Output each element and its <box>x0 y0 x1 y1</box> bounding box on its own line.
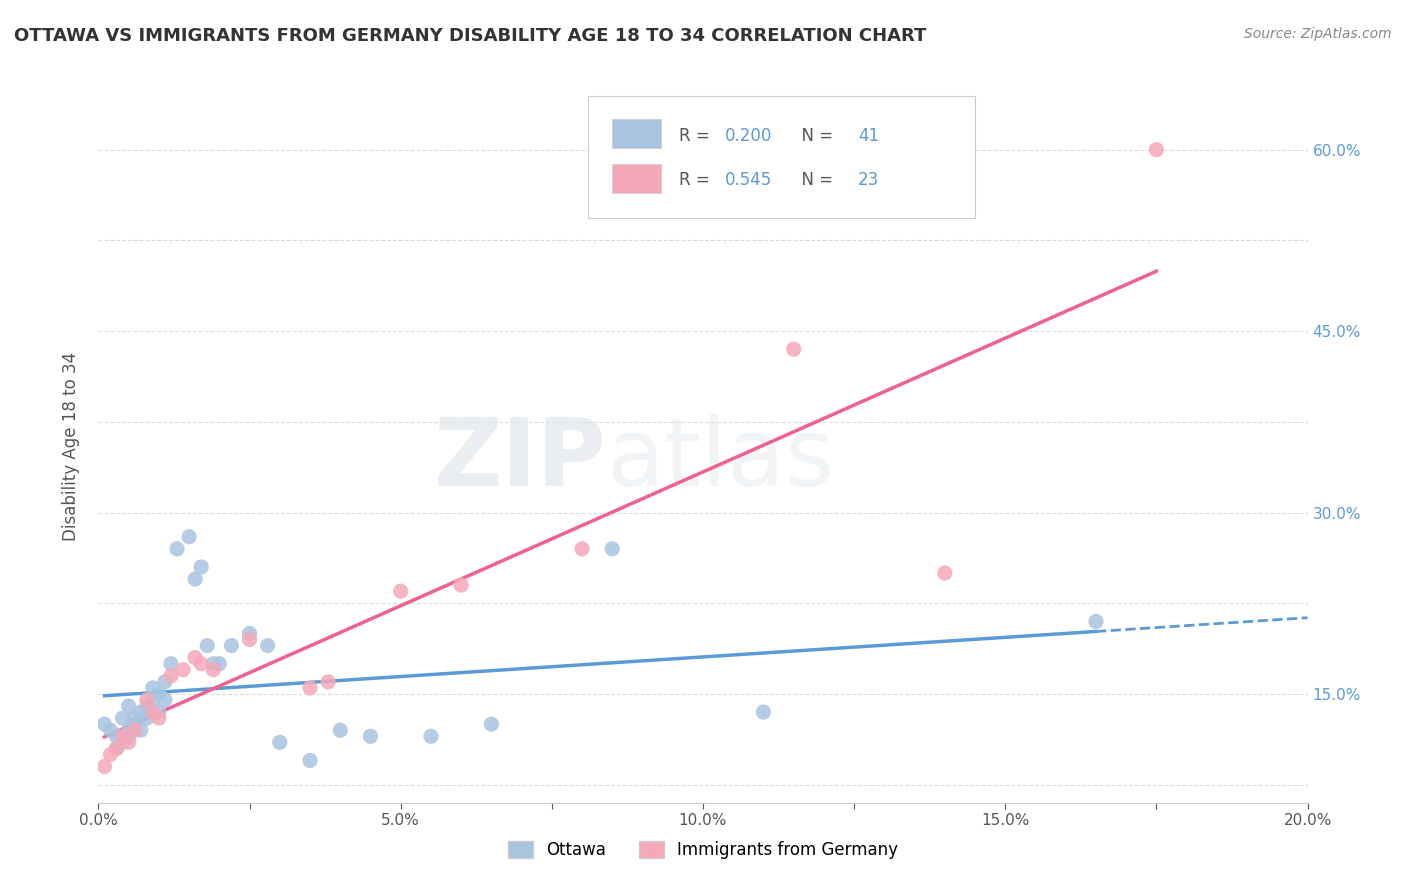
Point <box>124 711 146 725</box>
Point <box>571 541 593 556</box>
Point <box>135 699 157 714</box>
Point <box>142 705 165 719</box>
Point <box>129 705 152 719</box>
Point <box>124 723 146 738</box>
Point <box>124 717 146 731</box>
Point <box>752 705 775 719</box>
Point <box>93 717 115 731</box>
Text: N =: N = <box>792 171 838 189</box>
Text: OTTAWA VS IMMIGRANTS FROM GERMANY DISABILITY AGE 18 TO 34 CORRELATION CHART: OTTAWA VS IMMIGRANTS FROM GERMANY DISABI… <box>14 27 927 45</box>
Point <box>111 735 134 749</box>
Point <box>100 723 122 738</box>
Text: R =: R = <box>679 127 714 145</box>
FancyBboxPatch shape <box>613 120 661 148</box>
Point <box>1144 143 1167 157</box>
Point <box>111 729 134 743</box>
FancyBboxPatch shape <box>613 164 661 193</box>
Point <box>269 735 291 749</box>
Point <box>93 759 115 773</box>
Point <box>1085 615 1108 629</box>
Point <box>329 723 352 738</box>
Point <box>299 681 322 695</box>
Point <box>172 663 194 677</box>
Point <box>135 711 157 725</box>
Point <box>105 741 128 756</box>
Point <box>389 584 412 599</box>
Point <box>100 747 122 762</box>
Point <box>360 729 382 743</box>
Point <box>105 741 128 756</box>
Point <box>118 735 141 749</box>
Point <box>202 657 225 671</box>
Point <box>299 754 322 768</box>
Point <box>239 626 262 640</box>
Point <box>208 657 231 671</box>
Point <box>221 639 243 653</box>
FancyBboxPatch shape <box>588 96 976 218</box>
Y-axis label: Disability Age 18 to 34: Disability Age 18 to 34 <box>62 351 80 541</box>
Text: R =: R = <box>679 171 714 189</box>
Point <box>450 578 472 592</box>
Text: Source: ZipAtlas.com: Source: ZipAtlas.com <box>1244 27 1392 41</box>
Point <box>118 723 141 738</box>
Point <box>129 723 152 738</box>
Text: 41: 41 <box>858 127 879 145</box>
Point <box>118 729 141 743</box>
Point <box>118 699 141 714</box>
Point <box>142 693 165 707</box>
Text: 23: 23 <box>858 171 879 189</box>
Point <box>190 657 212 671</box>
Point <box>184 650 207 665</box>
Point <box>160 669 183 683</box>
Point <box>148 687 170 701</box>
Point <box>153 674 176 689</box>
Point <box>420 729 443 743</box>
Legend: Ottawa, Immigrants from Germany: Ottawa, Immigrants from Germany <box>501 834 905 866</box>
Point <box>202 663 225 677</box>
Point <box>111 711 134 725</box>
Text: N =: N = <box>792 127 838 145</box>
Point <box>256 639 278 653</box>
Text: 0.545: 0.545 <box>724 171 772 189</box>
Point <box>148 711 170 725</box>
Point <box>135 693 157 707</box>
Point <box>195 639 218 653</box>
Point <box>184 572 207 586</box>
Point <box>179 530 201 544</box>
Text: ZIP: ZIP <box>433 414 606 507</box>
Point <box>142 681 165 695</box>
Text: atlas: atlas <box>606 414 835 507</box>
Point <box>934 566 956 580</box>
Point <box>239 632 262 647</box>
Point <box>602 541 624 556</box>
Point <box>783 343 806 357</box>
Point <box>481 717 503 731</box>
Point <box>148 705 170 719</box>
Point <box>166 541 188 556</box>
Point <box>105 729 128 743</box>
Point <box>153 693 176 707</box>
Point <box>316 674 339 689</box>
Point <box>160 657 183 671</box>
Text: 0.200: 0.200 <box>724 127 772 145</box>
Point <box>190 560 212 574</box>
